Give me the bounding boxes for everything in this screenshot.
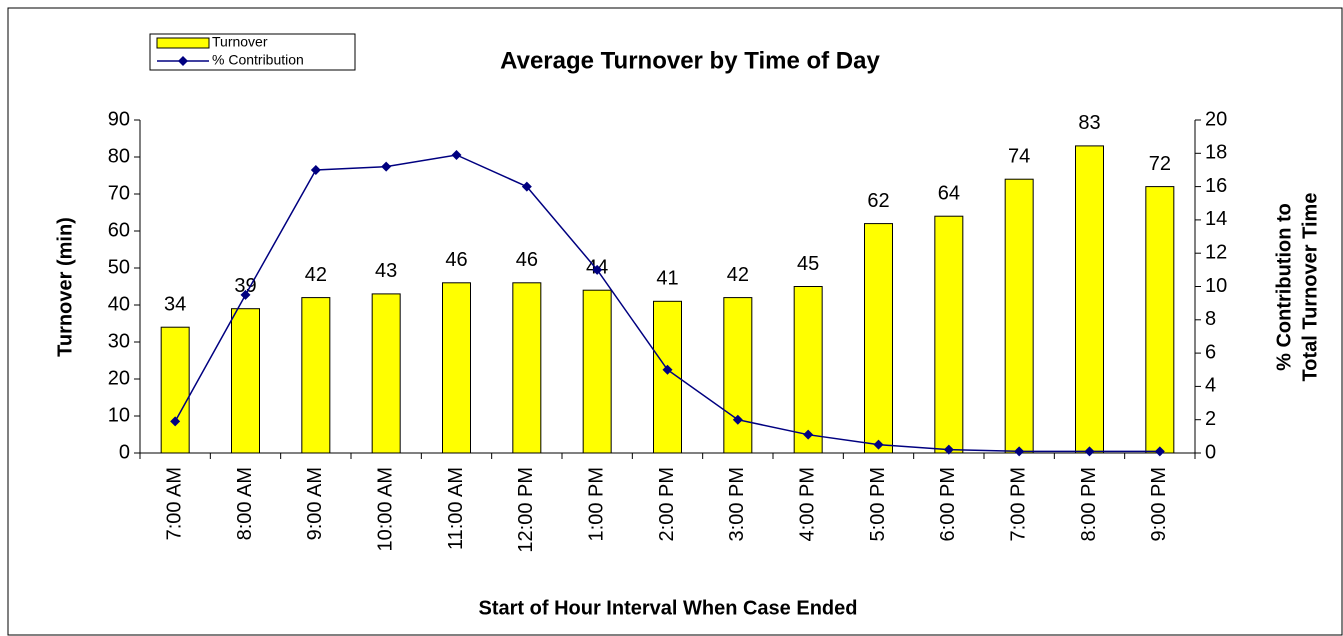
y2-tick-label: 16 bbox=[1205, 175, 1227, 197]
line-marker bbox=[662, 364, 673, 375]
y-tick-label: 60 bbox=[108, 219, 130, 241]
line-marker bbox=[1154, 446, 1165, 457]
bar bbox=[160, 326, 190, 454]
x-tick-label: 8:00 AM bbox=[234, 467, 256, 540]
line-marker bbox=[943, 444, 954, 455]
y-tick-label: 80 bbox=[108, 145, 130, 167]
legend-label: Turnover bbox=[212, 34, 268, 50]
bar bbox=[1145, 186, 1175, 454]
line-marker bbox=[521, 181, 532, 192]
bar bbox=[231, 308, 260, 454]
line-marker bbox=[451, 149, 462, 160]
data-label: 45 bbox=[797, 253, 819, 275]
bar bbox=[512, 282, 542, 454]
y2-tick-label: 20 bbox=[1205, 108, 1227, 130]
y2-tick-label: 0 bbox=[1205, 441, 1216, 463]
line-marker bbox=[1014, 446, 1025, 457]
chart-title: Average Turnover by Time of Day bbox=[500, 47, 880, 74]
line-marker bbox=[732, 414, 743, 425]
data-label: 72 bbox=[1149, 153, 1171, 175]
line-marker bbox=[310, 164, 321, 175]
x-tick-label: 6:00 PM bbox=[937, 467, 959, 541]
data-label: 74 bbox=[1008, 145, 1030, 167]
line-marker bbox=[592, 264, 603, 275]
legend-swatch bbox=[156, 37, 210, 49]
x-tick-label: 7:00 PM bbox=[1007, 467, 1029, 541]
y-tick-label: 10 bbox=[108, 404, 130, 426]
x-tick-label: 9:00 PM bbox=[1148, 467, 1170, 541]
x-tick-label: 10:00 AM bbox=[374, 467, 396, 552]
x-tick-label: 5:00 PM bbox=[867, 467, 889, 541]
y2-tick-label: 2 bbox=[1205, 408, 1216, 430]
x-tick-label: 4:00 PM bbox=[796, 467, 818, 541]
y-tick-label: 30 bbox=[108, 330, 130, 352]
data-label: 42 bbox=[305, 264, 327, 286]
x-tick-label: 8:00 PM bbox=[1078, 467, 1100, 541]
bar bbox=[301, 297, 331, 454]
y2-tick-label: 14 bbox=[1205, 208, 1227, 230]
line-marker bbox=[873, 439, 884, 450]
data-label: 34 bbox=[164, 293, 186, 315]
y-tick-label: 90 bbox=[108, 108, 130, 130]
data-label: 83 bbox=[1078, 112, 1100, 134]
y-tick-label: 40 bbox=[108, 293, 130, 315]
y-tick-label: 0 bbox=[119, 441, 130, 463]
data-label: 43 bbox=[375, 260, 397, 282]
y-tick-label: 50 bbox=[108, 256, 130, 278]
line-marker bbox=[803, 429, 814, 440]
data-label: 39 bbox=[234, 275, 256, 297]
bar bbox=[1075, 145, 1104, 454]
x-tick-label: 12:00 PM bbox=[515, 467, 537, 553]
data-label: 41 bbox=[656, 268, 678, 290]
x-tick-label: 11:00 AM bbox=[445, 467, 467, 550]
x-tick-label: 9:00 AM bbox=[304, 467, 326, 540]
x-tick-label: 2:00 PM bbox=[656, 467, 678, 541]
y2-axis-label: Total Turnover Time bbox=[1299, 193, 1321, 382]
y2-tick-label: 10 bbox=[1205, 275, 1227, 297]
y2-tick-label: 6 bbox=[1205, 341, 1216, 363]
bar bbox=[442, 282, 471, 454]
line-marker bbox=[381, 161, 392, 172]
data-label: 62 bbox=[867, 190, 889, 212]
y2-tick-label: 18 bbox=[1205, 142, 1227, 164]
y2-tick-label: 4 bbox=[1205, 375, 1216, 397]
x-tick-label: 3:00 PM bbox=[726, 467, 748, 541]
bar bbox=[1004, 178, 1034, 454]
x-tick-label: 1:00 PM bbox=[585, 467, 607, 541]
bar bbox=[793, 286, 823, 454]
x-tick-label: 7:00 AM bbox=[163, 467, 185, 540]
data-label: 64 bbox=[938, 182, 960, 204]
bar bbox=[582, 289, 612, 454]
bar bbox=[864, 223, 893, 454]
bar bbox=[371, 293, 401, 454]
bar bbox=[934, 215, 964, 454]
y2-tick-label: 12 bbox=[1205, 241, 1227, 263]
data-label: 46 bbox=[445, 249, 467, 271]
y-tick-label: 70 bbox=[108, 182, 130, 204]
line-marker bbox=[1084, 446, 1095, 457]
bar bbox=[723, 297, 753, 454]
x-axis-label: Start of Hour Interval When Case Ended bbox=[479, 597, 858, 619]
line-marker bbox=[240, 289, 251, 300]
y2-axis-label: % Contribution to bbox=[1273, 203, 1295, 371]
y-axis-label: Turnover (min) bbox=[54, 217, 76, 357]
line-marker bbox=[170, 416, 181, 427]
legend-label: % Contribution bbox=[212, 52, 304, 68]
legend-swatch bbox=[178, 56, 188, 66]
data-label: 42 bbox=[727, 264, 749, 286]
y2-tick-label: 8 bbox=[1205, 308, 1216, 330]
data-label: 46 bbox=[516, 249, 538, 271]
y-tick-label: 20 bbox=[108, 367, 130, 389]
